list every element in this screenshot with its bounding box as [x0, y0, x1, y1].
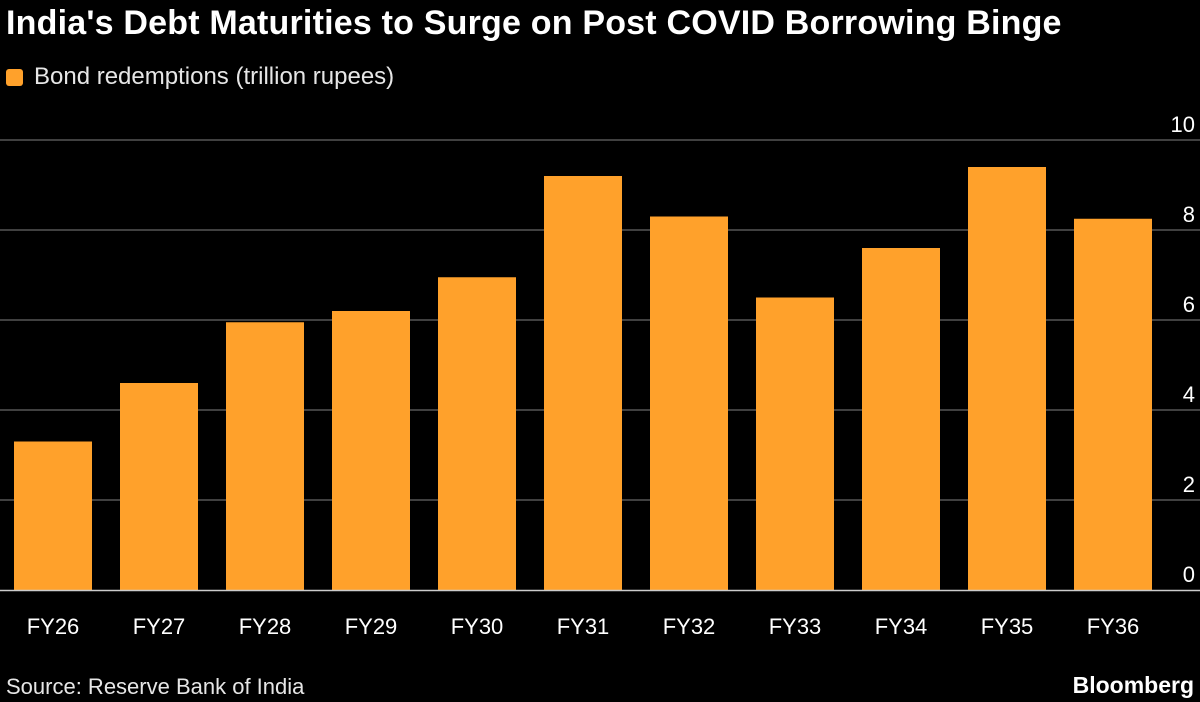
y-tick-label: 6: [1183, 292, 1195, 317]
legend: Bond redemptions (trillion rupees): [6, 60, 394, 94]
x-axis-ticks: FY26 FY27 FY28 FY29 FY30 FY31 FY32 FY33 FY34 FY35…: [27, 614, 1140, 639]
legend-swatch: [6, 68, 23, 86]
bar-fy27: [120, 383, 198, 590]
legend-label: Bond redemptions (trillion rupees): [34, 63, 395, 90]
bar-fy26: [14, 441, 92, 590]
bar-fy30: [438, 277, 516, 590]
x-tick-label: FY28: [239, 614, 292, 639]
x-tick-label: FY35: [981, 614, 1034, 639]
x-tick-label: FY32: [663, 614, 716, 639]
x-tick-label: FY26: [27, 614, 80, 639]
bar-fy32: [650, 216, 728, 590]
y-tick-label: 10: [1171, 112, 1195, 137]
bars: [14, 167, 1152, 590]
x-tick-label: FY33: [769, 614, 822, 639]
y-tick-label: 0: [1183, 562, 1195, 587]
brand-logo: Bloomberg: [1072, 672, 1194, 698]
bar-fy35: [968, 167, 1046, 590]
y-tick-label: 4: [1183, 382, 1195, 407]
x-tick-label: FY29: [345, 614, 398, 639]
bar-fy36: [1074, 218, 1152, 590]
x-tick-label: FY36: [1087, 614, 1140, 639]
bar-fy34: [862, 248, 940, 590]
bar-fy28: [226, 322, 304, 590]
x-tick-label: FY30: [451, 614, 504, 639]
bar-fy29: [332, 311, 410, 590]
source-note: Source: Reserve Bank of India: [6, 674, 305, 699]
bar-fy33: [756, 297, 834, 590]
chart-title: India's Debt Maturities to Surge on Post…: [6, 4, 1062, 42]
y-tick-label: 8: [1183, 202, 1195, 227]
bar-fy31: [544, 176, 622, 590]
x-tick-label: FY27: [133, 614, 186, 639]
x-tick-label: FY31: [557, 614, 610, 639]
y-axis-ticks: 0 2 4 6 8 10: [1171, 112, 1195, 587]
x-tick-label: FY34: [875, 614, 928, 639]
y-tick-label: 2: [1183, 472, 1195, 497]
